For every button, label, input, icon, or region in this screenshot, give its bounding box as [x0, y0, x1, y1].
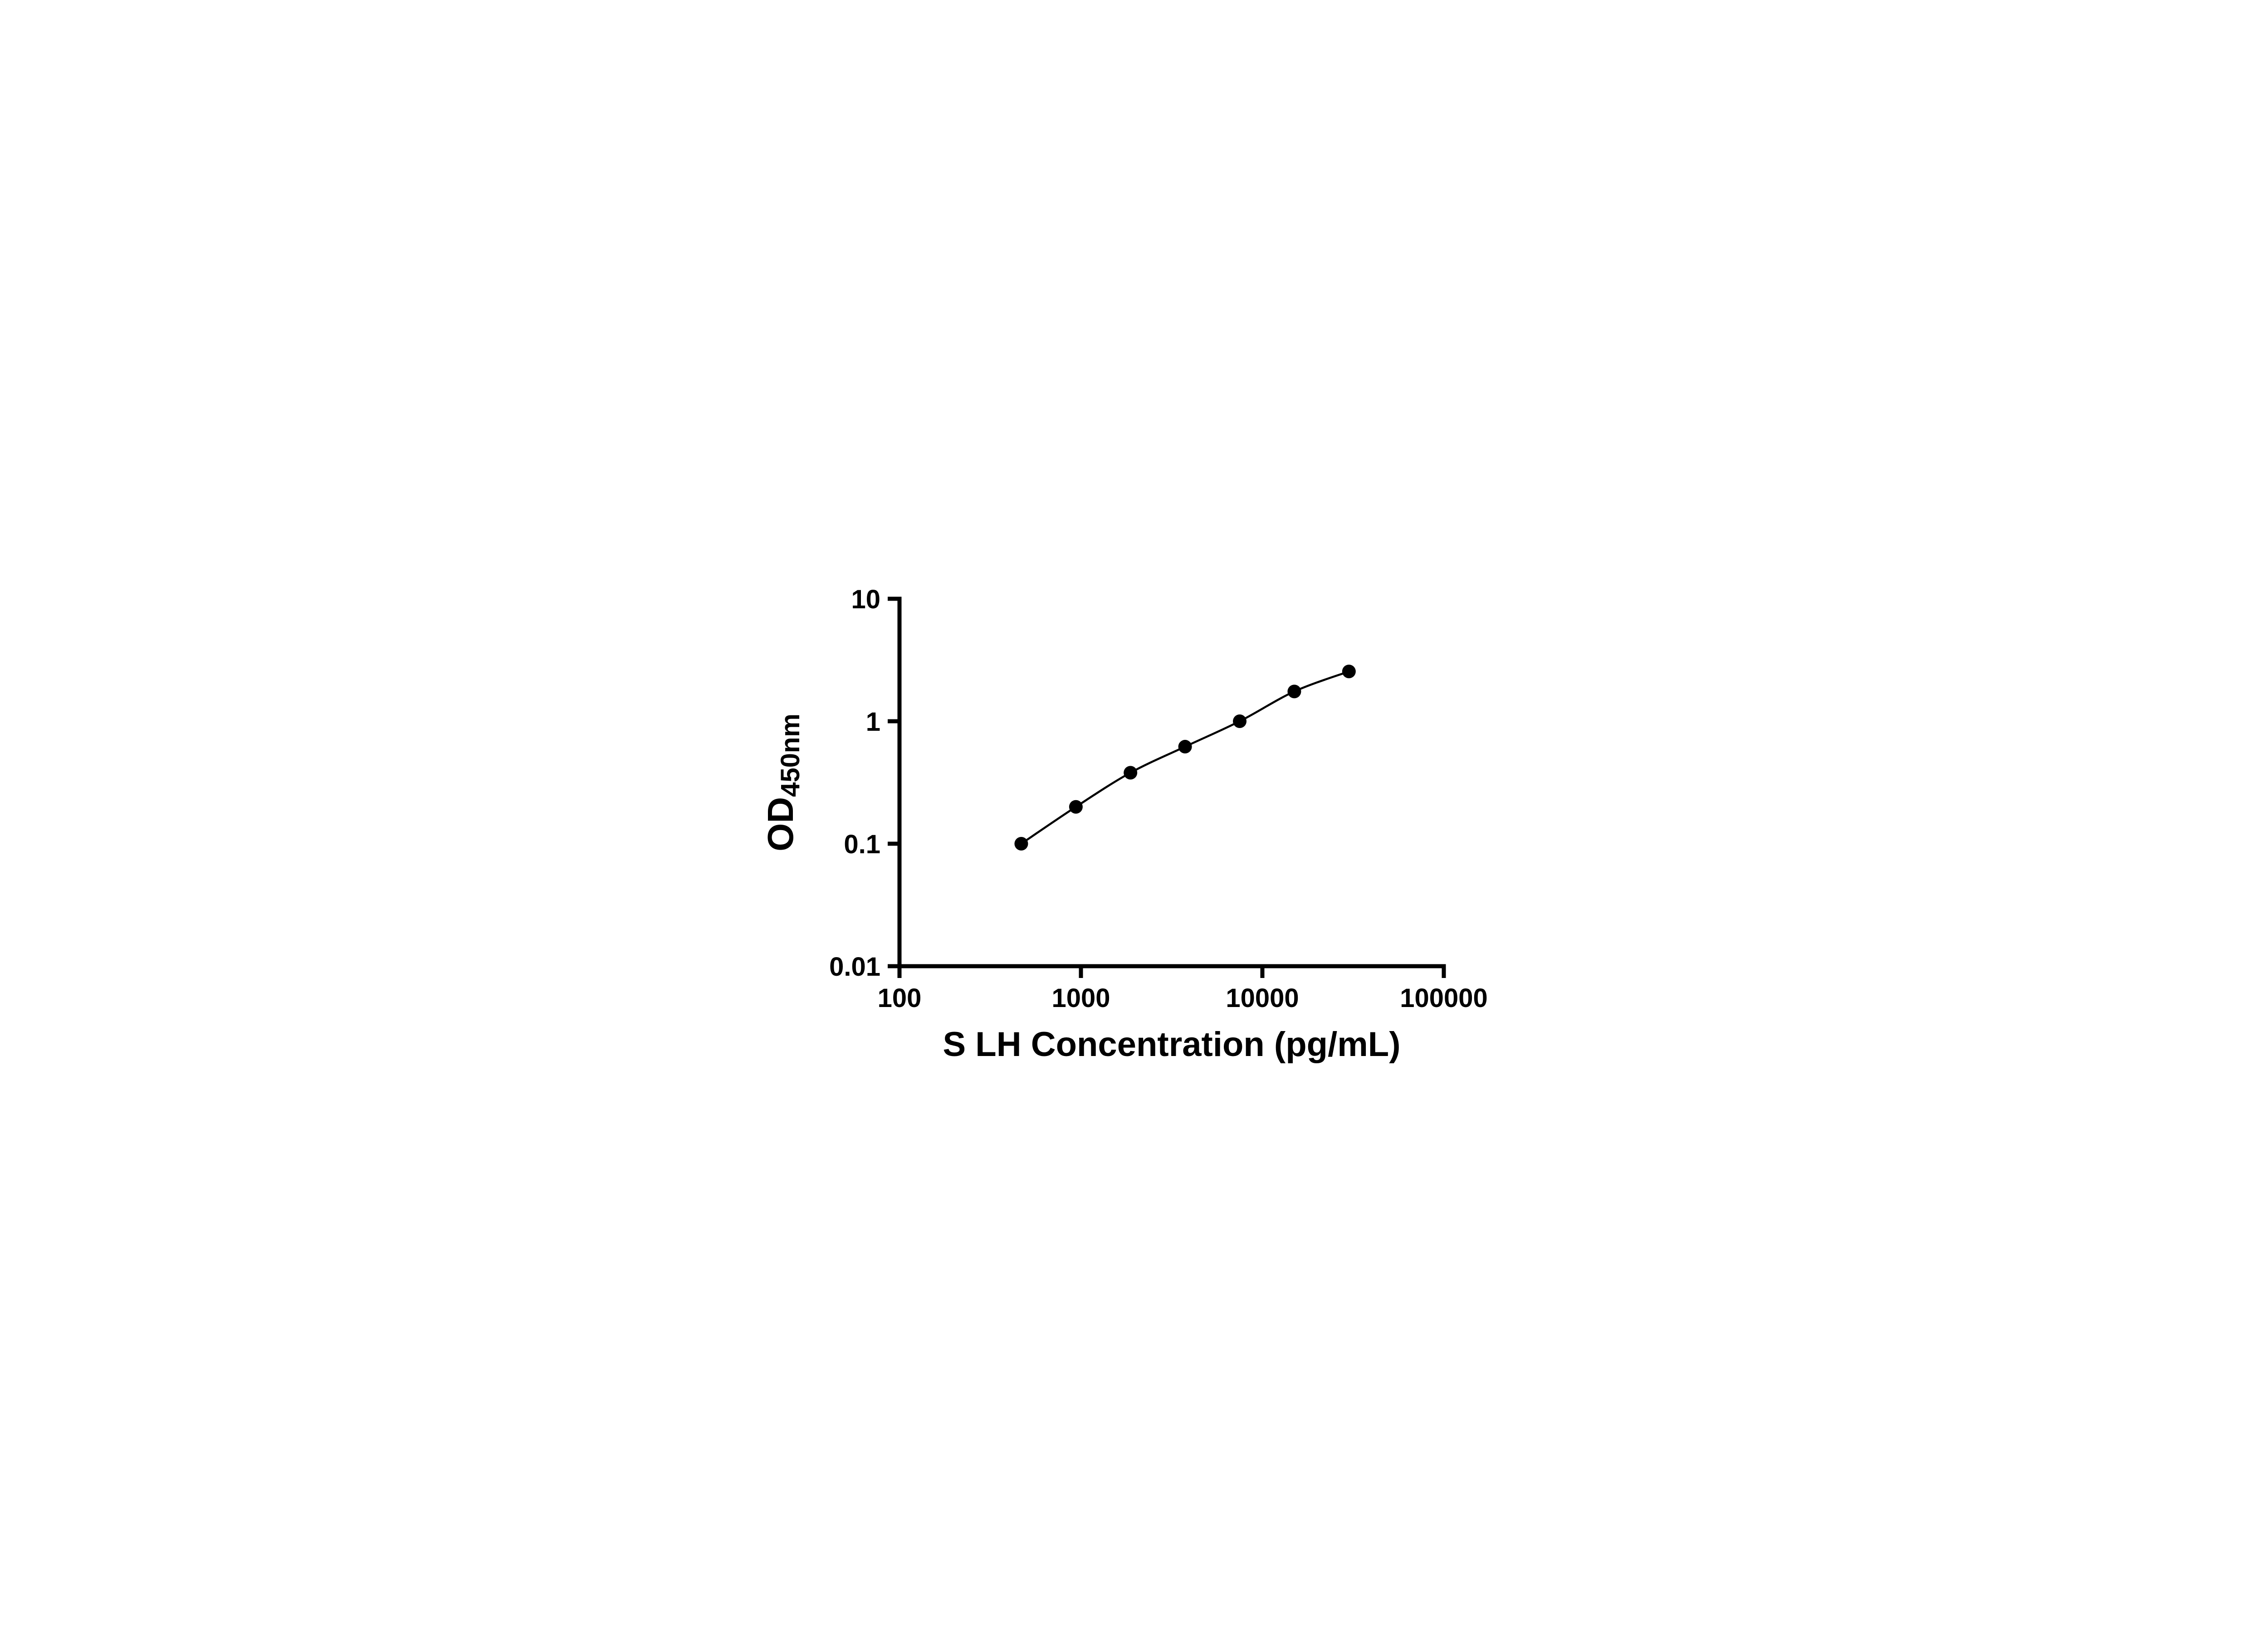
x-tick-label: 100 [878, 983, 922, 1013]
elisa-standard-curve-figure: 100 1000 10000 100000 0.01 0.1 1 10 S LH Concent… [745, 544, 1523, 1089]
y-tick-label: 1 [866, 707, 880, 737]
y-tick-label: 0.1 [844, 830, 880, 859]
data-point [1124, 766, 1138, 780]
y-tick-label: 0.01 [829, 952, 880, 982]
data-point [1178, 740, 1192, 754]
data-point [1014, 837, 1028, 851]
data-point [1342, 665, 1356, 679]
data-point [1069, 800, 1083, 814]
y-axis-title: OD450nm [760, 714, 805, 851]
x-tick-label: 1000 [1051, 983, 1110, 1013]
chart-svg: 100 1000 10000 100000 0.01 0.1 1 10 S LH Concent… [745, 544, 1523, 1089]
data-point [1287, 684, 1301, 699]
x-tick-label: 10000 [1226, 983, 1299, 1013]
data-point [1233, 714, 1247, 728]
x-axis-title: S LH Concentration (pg/mL) [943, 1025, 1400, 1064]
y-tick-label: 10 [851, 585, 880, 614]
x-tick-label: 100000 [1400, 983, 1488, 1013]
chart-background [745, 544, 1523, 1089]
